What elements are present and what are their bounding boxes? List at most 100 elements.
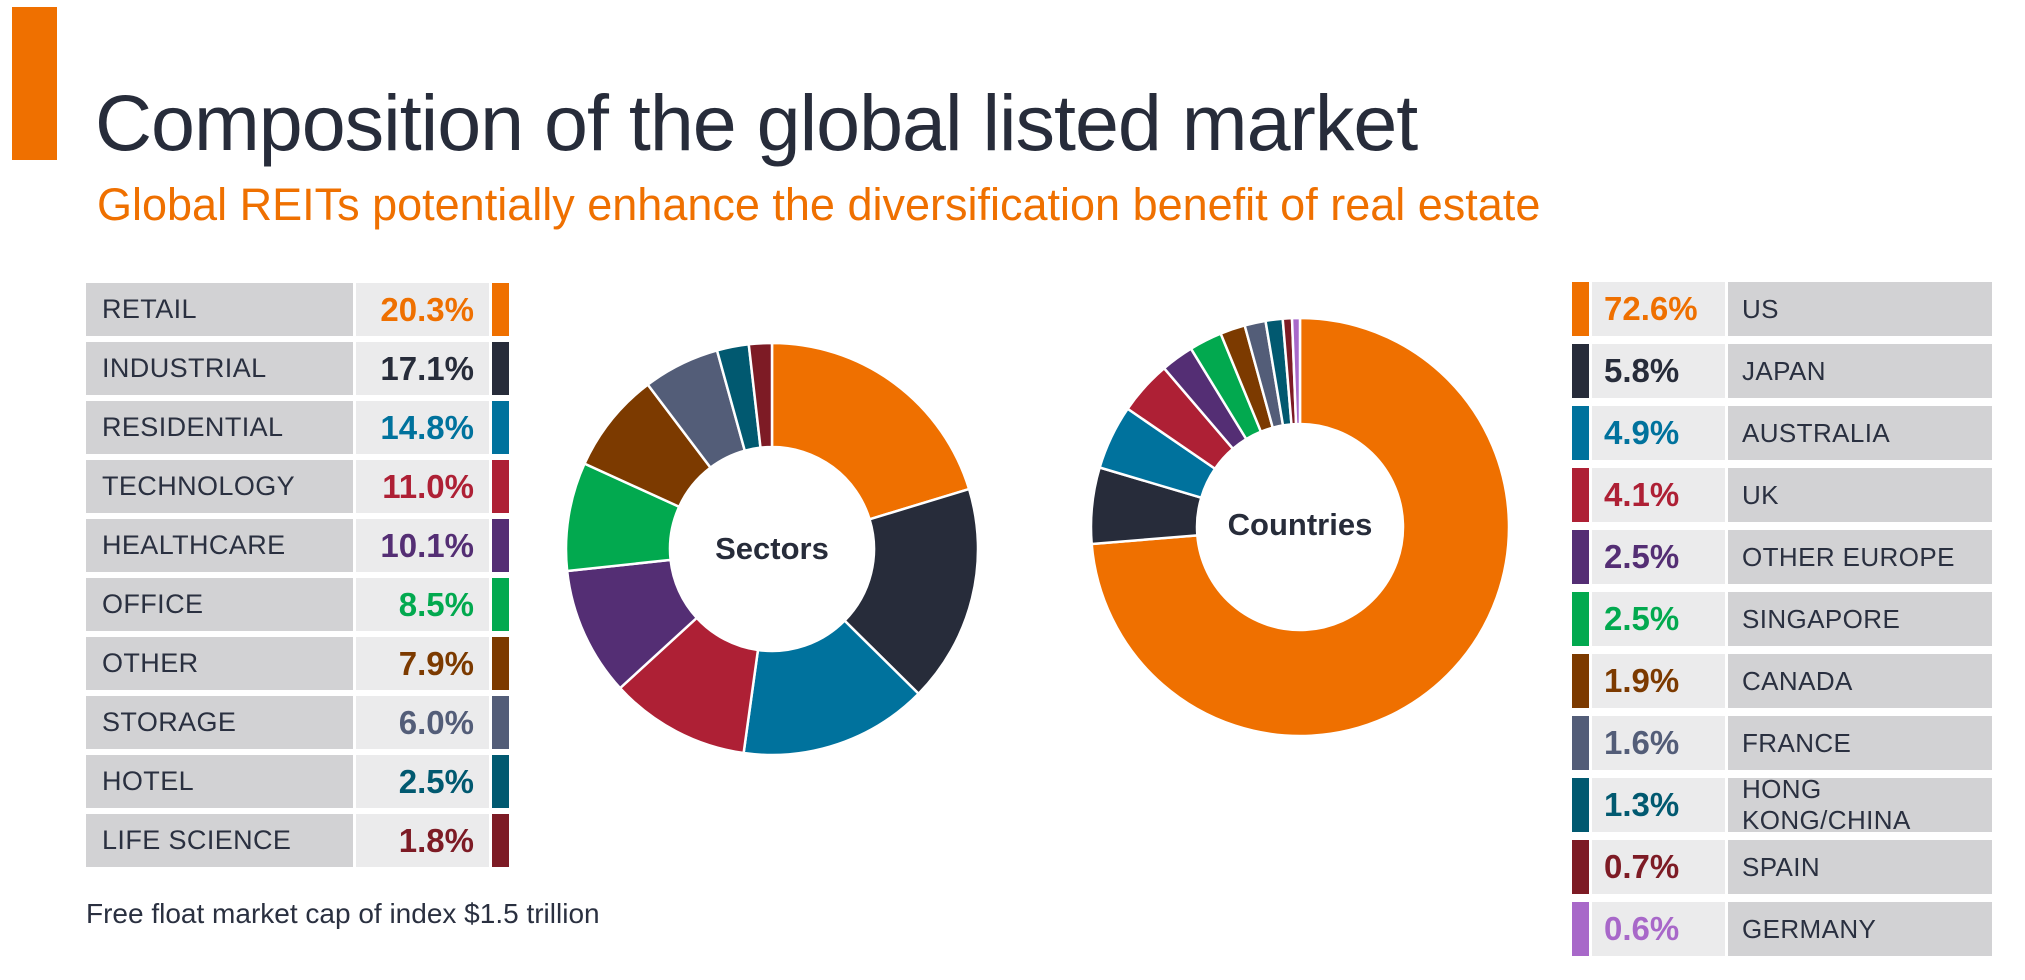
legend-row-life-science: LIFE SCIENCE 1.8% [86, 814, 512, 867]
legend-row-residential: RESIDENTIAL 14.8% [86, 401, 512, 454]
legend-row-industrial: INDUSTRIAL 17.1% [86, 342, 512, 395]
legend-row-us: 72.6% US [1572, 282, 1992, 336]
legend-row-canada: 1.9% CANADA [1572, 654, 1992, 708]
legend-label-other-europe: OTHER EUROPE [1728, 530, 1992, 584]
page-title: Composition of the global listed market [95, 78, 1418, 167]
legend-label-healthcare: HEALTHCARE [86, 519, 353, 572]
legend-swatch-storage [492, 696, 509, 749]
legend-label-storage: STORAGE [86, 696, 353, 749]
legend-label-spain: SPAIN [1728, 840, 1992, 894]
legend-value-life-science: 1.8% [356, 814, 489, 867]
sectors-legend-table: RETAIL 20.3% INDUSTRIAL 17.1% RESIDENTIAL 14.… [86, 283, 512, 873]
legend-value-japan: 5.8% [1592, 344, 1725, 398]
legend-swatch-australia [1572, 406, 1589, 460]
legend-swatch-us [1572, 282, 1589, 336]
legend-label-singapore: SINGAPORE [1728, 592, 1992, 646]
legend-value-industrial: 17.1% [356, 342, 489, 395]
legend-row-other: OTHER 7.9% [86, 637, 512, 690]
legend-value-singapore: 2.5% [1592, 592, 1725, 646]
legend-swatch-life-science [492, 814, 509, 867]
legend-label-other: OTHER [86, 637, 353, 690]
legend-swatch-germany [1572, 902, 1589, 956]
donut-slice-life-science [747, 341, 774, 449]
countries-donut-chart [1089, 316, 1511, 738]
legend-label-us: US [1728, 282, 1992, 336]
legend-label-australia: AUSTRALIA [1728, 406, 1992, 460]
legend-value-retail: 20.3% [356, 283, 489, 336]
legend-value-us: 72.6% [1592, 282, 1725, 336]
legend-swatch-japan [1572, 344, 1589, 398]
legend-row-hong-kong-china: 1.3% HONG KONG/CHINA [1572, 774, 1992, 835]
legend-row-spain: 0.7% SPAIN [1572, 840, 1992, 894]
legend-swatch-retail [492, 283, 509, 336]
legend-label-residential: RESIDENTIAL [86, 401, 353, 454]
donut-slice-retail [770, 341, 971, 521]
legend-label-france: FRANCE [1728, 716, 1992, 770]
legend-swatch-hotel [492, 755, 509, 808]
legend-row-singapore: 2.5% SINGAPORE [1572, 592, 1992, 646]
legend-row-healthcare: HEALTHCARE 10.1% [86, 519, 512, 572]
legend-value-healthcare: 10.1% [356, 519, 489, 572]
donut-slice-germany [1290, 316, 1302, 426]
legend-value-uk: 4.1% [1592, 468, 1725, 522]
legend-swatch-industrial [492, 342, 509, 395]
legend-swatch-hong-kong-china [1572, 778, 1589, 832]
legend-row-storage: STORAGE 6.0% [86, 696, 512, 749]
legend-value-spain: 0.7% [1592, 840, 1725, 894]
legend-row-france: 1.6% FRANCE [1572, 716, 1992, 770]
legend-swatch-healthcare [492, 519, 509, 572]
legend-row-office: OFFICE 8.5% [86, 578, 512, 631]
legend-label-retail: RETAIL [86, 283, 353, 336]
legend-row-germany: 0.6% GERMANY [1572, 902, 1992, 956]
legend-value-storage: 6.0% [356, 696, 489, 749]
legend-row-retail: RETAIL 20.3% [86, 283, 512, 336]
legend-swatch-other [492, 637, 509, 690]
legend-value-hotel: 2.5% [356, 755, 489, 808]
legend-label-uk: UK [1728, 468, 1992, 522]
legend-row-australia: 4.9% AUSTRALIA [1572, 406, 1992, 460]
legend-value-other-europe: 2.5% [1592, 530, 1725, 584]
legend-swatch-other-europe [1572, 530, 1589, 584]
legend-value-other: 7.9% [356, 637, 489, 690]
page-subtitle: Global REITs potentially enhance the div… [97, 179, 1541, 230]
donut-slice-industrial [843, 487, 980, 695]
legend-row-uk: 4.1% UK [1572, 468, 1992, 522]
legend-swatch-office [492, 578, 509, 631]
legend-swatch-uk [1572, 468, 1589, 522]
legend-value-france: 1.6% [1592, 716, 1725, 770]
countries-legend-table: 72.6% US 5.8% JAPAN 4.9% AUSTRALIA 4.1% UK 2.5% O… [1572, 282, 1992, 964]
legend-value-residential: 14.8% [356, 401, 489, 454]
legend-swatch-spain [1572, 840, 1589, 894]
legend-value-office: 8.5% [356, 578, 489, 631]
legend-label-japan: JAPAN [1728, 344, 1992, 398]
donut-slice-us [1090, 316, 1511, 738]
legend-label-technology: TECHNOLOGY [86, 460, 353, 513]
legend-row-technology: TECHNOLOGY 11.0% [86, 460, 512, 513]
legend-value-canada: 1.9% [1592, 654, 1725, 708]
sectors-donut-chart [564, 341, 980, 757]
countries-donut-center-label: Countries [1227, 507, 1373, 542]
legend-row-japan: 5.8% JAPAN [1572, 344, 1992, 398]
donut-slice-residential [742, 619, 920, 757]
accent-bar [12, 7, 57, 160]
legend-label-life-science: LIFE SCIENCE [86, 814, 353, 867]
legend-label-office: OFFICE [86, 578, 353, 631]
legend-label-canada: CANADA [1728, 654, 1992, 708]
legend-value-hong-kong-china: 1.3% [1592, 778, 1725, 832]
legend-swatch-singapore [1572, 592, 1589, 646]
legend-label-industrial: INDUSTRIAL [86, 342, 353, 395]
legend-label-hotel: HOTEL [86, 755, 353, 808]
legend-swatch-residential [492, 401, 509, 454]
legend-value-germany: 0.6% [1592, 902, 1725, 956]
legend-label-hong-kong-china: HONG KONG/CHINA [1728, 774, 1992, 835]
legend-swatch-canada [1572, 654, 1589, 708]
legend-swatch-technology [492, 460, 509, 513]
legend-swatch-france [1572, 716, 1589, 770]
sectors-donut-center-label: Sectors [715, 531, 829, 566]
legend-row-hotel: HOTEL 2.5% [86, 755, 512, 808]
legend-value-technology: 11.0% [356, 460, 489, 513]
legend-label-germany: GERMANY [1728, 902, 1992, 956]
legend-row-other-europe: 2.5% OTHER EUROPE [1572, 530, 1992, 584]
legend-value-australia: 4.9% [1592, 406, 1725, 460]
footnote: Free float market cap of index $1.5 tril… [86, 898, 600, 929]
